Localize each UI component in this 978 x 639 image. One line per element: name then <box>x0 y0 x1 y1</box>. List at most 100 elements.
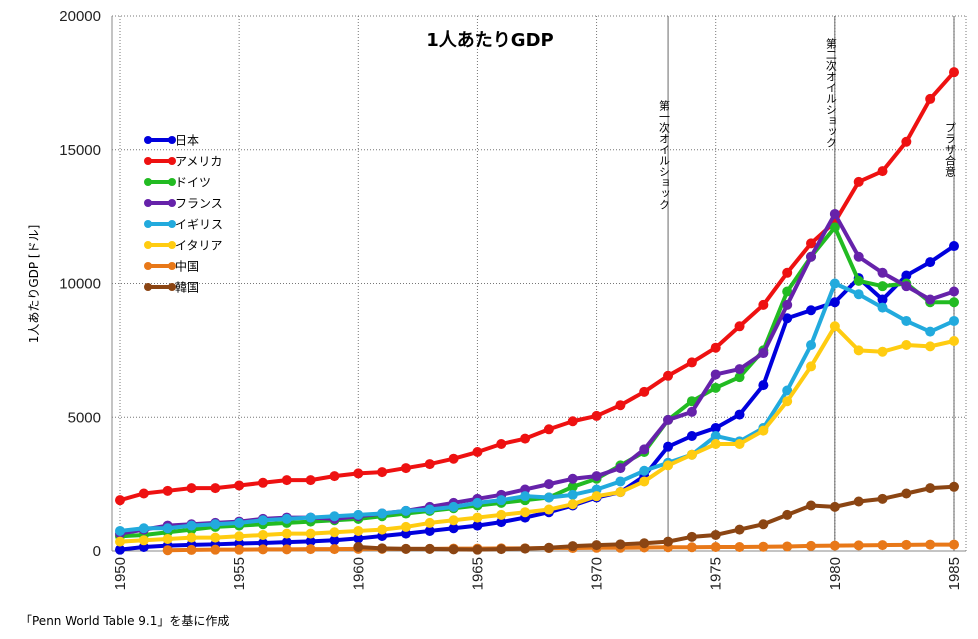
data-point <box>424 517 435 528</box>
data-point <box>710 529 721 540</box>
data-point <box>615 463 626 474</box>
data-point <box>734 439 745 449</box>
data-point <box>806 251 817 262</box>
legend-swatch-dot <box>168 199 176 207</box>
data-point <box>639 538 650 549</box>
data-point <box>758 299 769 310</box>
data-point <box>686 430 697 441</box>
series-lines <box>115 67 959 556</box>
data-point <box>210 483 221 494</box>
data-point <box>949 286 959 297</box>
y-axis-label: 1人あたりGDP [ドル] <box>27 225 41 344</box>
data-point <box>281 528 292 539</box>
legend-item: アメリカ <box>144 155 222 169</box>
data-point <box>925 294 936 305</box>
data-point <box>472 497 483 508</box>
data-point <box>377 524 388 535</box>
data-point <box>448 501 459 512</box>
data-point <box>377 543 388 554</box>
series-line <box>118 281 956 533</box>
data-point <box>234 544 245 555</box>
legend-label: イタリア <box>175 239 223 253</box>
data-point <box>353 533 364 544</box>
series-line <box>356 484 956 552</box>
data-point <box>257 477 268 488</box>
chart-title: 1人あたりGDP <box>426 30 553 51</box>
legend-swatch-dot <box>144 178 152 186</box>
data-point <box>186 520 197 531</box>
data-point <box>543 479 554 490</box>
data-point <box>782 396 793 407</box>
x-tick-label: 1960 <box>350 557 367 590</box>
data-point <box>257 515 268 526</box>
data-point <box>829 321 840 332</box>
data-point <box>353 468 364 479</box>
data-point <box>210 544 221 555</box>
x-tick-label: 1955 <box>231 557 248 590</box>
data-point <box>377 467 388 478</box>
data-point <box>496 495 507 506</box>
data-point <box>281 544 292 555</box>
data-point <box>496 509 507 520</box>
data-point <box>901 488 912 499</box>
data-point <box>877 493 888 504</box>
data-point <box>925 326 936 337</box>
data-point <box>639 465 650 476</box>
data-point <box>543 504 554 515</box>
legend-swatch-dot <box>168 157 176 165</box>
data-point <box>281 537 292 548</box>
data-point <box>782 541 793 552</box>
x-tick-label: 1975 <box>708 557 725 590</box>
data-point <box>496 517 507 528</box>
data-point <box>949 539 959 550</box>
data-point <box>734 524 745 535</box>
data-point <box>138 523 149 534</box>
series-日本 <box>115 241 959 555</box>
data-point <box>806 238 817 249</box>
data-point <box>663 460 674 471</box>
data-point <box>710 422 721 433</box>
data-point <box>543 492 554 503</box>
source-note: 「Penn World Table 9.1」を基に作成 <box>20 614 230 628</box>
data-point <box>281 513 292 524</box>
series-line <box>118 225 956 539</box>
data-point <box>877 346 888 357</box>
data-point <box>853 289 864 300</box>
data-point <box>782 385 793 396</box>
data-point <box>615 539 626 550</box>
data-point <box>663 370 674 381</box>
data-point <box>329 544 340 555</box>
data-point <box>424 543 435 554</box>
data-point <box>710 541 721 552</box>
data-point <box>806 500 817 511</box>
legend-label: イギリス <box>175 218 223 232</box>
data-point <box>567 481 578 492</box>
data-point <box>853 176 864 187</box>
data-point <box>377 508 388 519</box>
data-point <box>734 321 745 332</box>
data-point <box>949 481 959 492</box>
data-point <box>448 523 459 534</box>
data-point <box>686 531 697 542</box>
data-point <box>210 532 221 543</box>
data-point <box>448 453 459 464</box>
data-point <box>281 475 292 486</box>
data-point <box>758 425 769 436</box>
data-point <box>734 364 745 375</box>
data-point <box>663 441 674 452</box>
data-point <box>567 499 578 510</box>
data-point <box>877 540 888 551</box>
data-point <box>782 313 793 324</box>
data-point <box>472 544 483 555</box>
data-point <box>448 515 459 526</box>
data-point <box>949 336 959 347</box>
x-tick-label: 1970 <box>589 557 606 590</box>
data-point <box>115 536 125 547</box>
data-point <box>782 267 793 278</box>
data-point <box>925 341 936 352</box>
legend-swatch-dot <box>168 262 176 270</box>
data-point <box>877 166 888 177</box>
data-point <box>329 527 340 538</box>
legend-swatch-dot <box>144 157 152 165</box>
